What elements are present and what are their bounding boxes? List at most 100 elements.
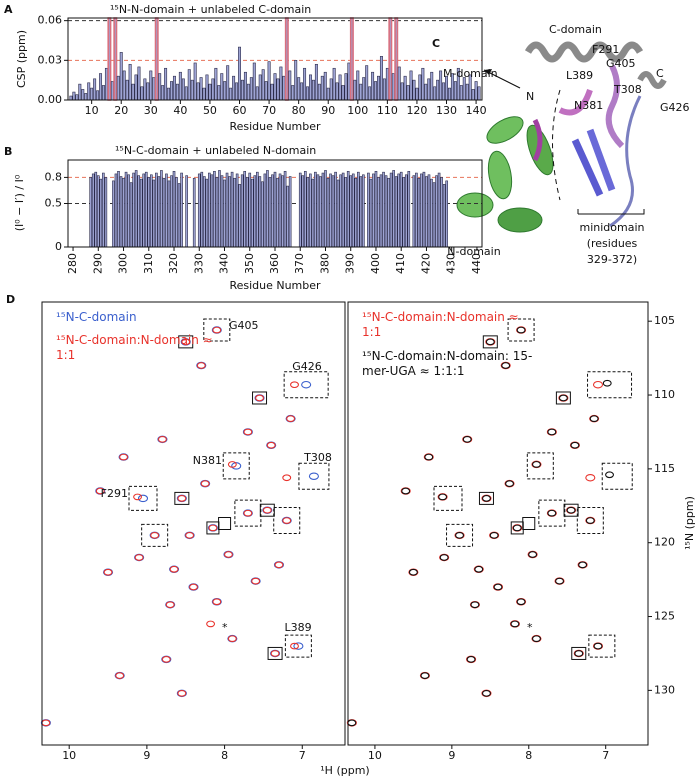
- bar: [205, 74, 209, 101]
- y-tick-label: 0.8: [45, 170, 63, 183]
- bar: [400, 82, 404, 101]
- x-tick-label: 90: [321, 104, 335, 117]
- bar: [346, 171, 350, 248]
- bar: [167, 180, 171, 248]
- bar: [385, 67, 389, 101]
- peak: [119, 453, 129, 461]
- peak: [134, 554, 144, 561]
- peak: [212, 598, 222, 606]
- bar: [160, 170, 163, 248]
- peak-box: [601, 462, 633, 490]
- peak-box: [178, 335, 194, 349]
- peak-box: [478, 491, 494, 505]
- bar: [208, 83, 212, 101]
- bar: [94, 171, 98, 248]
- residue-label: G405: [606, 57, 636, 70]
- peak: [266, 441, 276, 449]
- annotation: G426: [292, 360, 322, 373]
- x-tick-label: 370: [293, 253, 306, 274]
- peaks: [40, 326, 319, 727]
- bar: [96, 175, 100, 248]
- bar: [442, 82, 446, 101]
- y-tick-label: 120: [654, 536, 675, 549]
- bar: [420, 173, 423, 248]
- peaks: [346, 326, 614, 727]
- bar: [137, 175, 140, 248]
- helix: [637, 71, 667, 89]
- bar: [165, 173, 168, 248]
- bar: [282, 75, 286, 101]
- bar: [471, 89, 475, 101]
- bar: [96, 90, 100, 101]
- peak: [516, 326, 526, 334]
- bar: [78, 83, 82, 101]
- peak: [424, 453, 434, 461]
- bar: [276, 78, 280, 101]
- peak-box: [284, 634, 312, 658]
- x-tick-label: 8: [525, 749, 532, 762]
- structure-label: (residues: [587, 237, 638, 250]
- bar: [122, 70, 126, 101]
- bar: [197, 173, 201, 248]
- peak: [301, 380, 312, 389]
- bar: [89, 177, 93, 248]
- peak: [208, 524, 218, 532]
- bar: [402, 177, 406, 248]
- bar: [248, 172, 252, 248]
- bar: [288, 70, 292, 101]
- peak-box: [507, 318, 535, 342]
- x-tick-label: 110: [377, 104, 398, 117]
- bar: [356, 171, 360, 248]
- bar: [205, 178, 209, 248]
- bar: [180, 172, 183, 248]
- bar: [465, 83, 469, 101]
- bar: [433, 86, 437, 101]
- peak: [516, 598, 526, 606]
- bar: [225, 172, 229, 248]
- bar: [199, 77, 203, 101]
- bar: [193, 62, 197, 101]
- bar: [273, 73, 277, 101]
- peak: [574, 650, 584, 657]
- y-tick-label: 0: [55, 240, 62, 253]
- bar: [368, 86, 372, 101]
- peak-box: [298, 462, 330, 490]
- bar: [377, 75, 380, 101]
- y-tick-label: 0.5: [45, 197, 63, 210]
- bar: [93, 78, 97, 101]
- peak: [482, 689, 491, 697]
- peak-box: [174, 491, 190, 505]
- bar: [303, 67, 307, 101]
- bar: [323, 71, 327, 101]
- bar: [341, 172, 345, 248]
- bar: [238, 184, 241, 248]
- y-tick-label: 0.06: [38, 14, 63, 27]
- annotation: T308: [303, 451, 332, 464]
- bar: [127, 174, 130, 248]
- bar: [336, 179, 340, 248]
- strand: [586, 128, 616, 192]
- bar: [314, 63, 318, 101]
- bar: [367, 172, 370, 248]
- helix: [524, 41, 644, 63]
- x-tick-label: 290: [91, 253, 104, 274]
- bar: [149, 70, 153, 101]
- bar: [146, 82, 150, 101]
- bar: [140, 86, 144, 101]
- peak: [206, 620, 216, 628]
- bar: [125, 79, 129, 101]
- helix: [532, 118, 543, 162]
- bar: [297, 77, 301, 101]
- bar: [283, 171, 287, 248]
- bar: [300, 82, 304, 101]
- bar: [354, 177, 358, 248]
- bar: [264, 81, 268, 101]
- bar: [112, 180, 115, 248]
- peak: [547, 509, 557, 517]
- x-tick-label: 430: [445, 253, 458, 274]
- panel-label: A: [4, 3, 13, 16]
- bar: [326, 177, 330, 248]
- x-tick-label: 10: [368, 749, 382, 762]
- bar: [397, 173, 401, 248]
- bar: [152, 179, 156, 248]
